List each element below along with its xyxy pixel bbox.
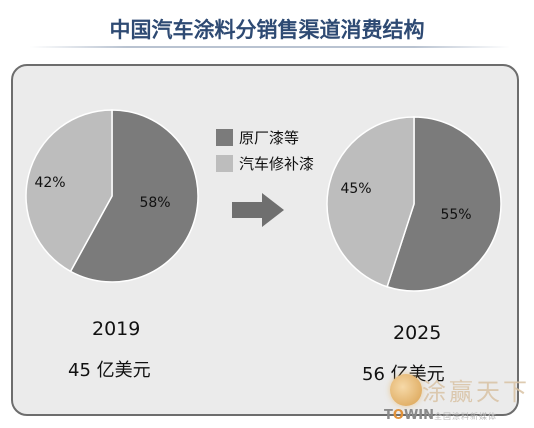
legend-label-oem: 原厂漆等 — [239, 128, 300, 147]
logo-mark-icon — [390, 374, 422, 406]
year-2019-label: 2019 — [92, 318, 141, 340]
legend-swatch-oem — [216, 128, 233, 146]
pie-2019-label-1: 42% — [34, 175, 65, 191]
chart-title: 中国汽车涂料分销售渠道消费结构 — [109, 18, 425, 42]
pie-2025-slice-0 — [386, 116, 502, 292]
legend-swatch-refinish — [216, 154, 233, 172]
pie-2019-slice-0 — [69, 109, 199, 283]
pie-2019-label-0: 58% — [139, 195, 170, 211]
legend: 原厂漆等 汽车修补漆 — [216, 124, 314, 176]
legend-label-refinish: 汽车修补漆 — [239, 154, 315, 173]
year-2025-label: 2025 — [393, 322, 442, 344]
total-2019-label: 45 亿美元 — [68, 360, 151, 381]
legend-item-refinish: 汽车修补漆 — [216, 150, 314, 176]
watermark-brand: TOWIN — [384, 408, 434, 423]
pie-2025-label-1: 45% — [340, 181, 371, 197]
legend-item-oem: 原厂漆等 — [216, 124, 314, 150]
watermark-text: 涂赢天下 — [422, 378, 530, 406]
right-arrow-icon — [232, 193, 284, 227]
pie-2019-slice-1 — [25, 109, 113, 273]
title-divider — [30, 46, 510, 48]
pie-2025-slice-1 — [326, 116, 415, 288]
watermark-tagline: 全国涂料新媒体 — [434, 412, 497, 421]
pie-2025-label-0: 55% — [440, 207, 471, 223]
watermark-logo: 涂赢天下 TOWIN 全国涂料新媒体 — [370, 368, 530, 428]
